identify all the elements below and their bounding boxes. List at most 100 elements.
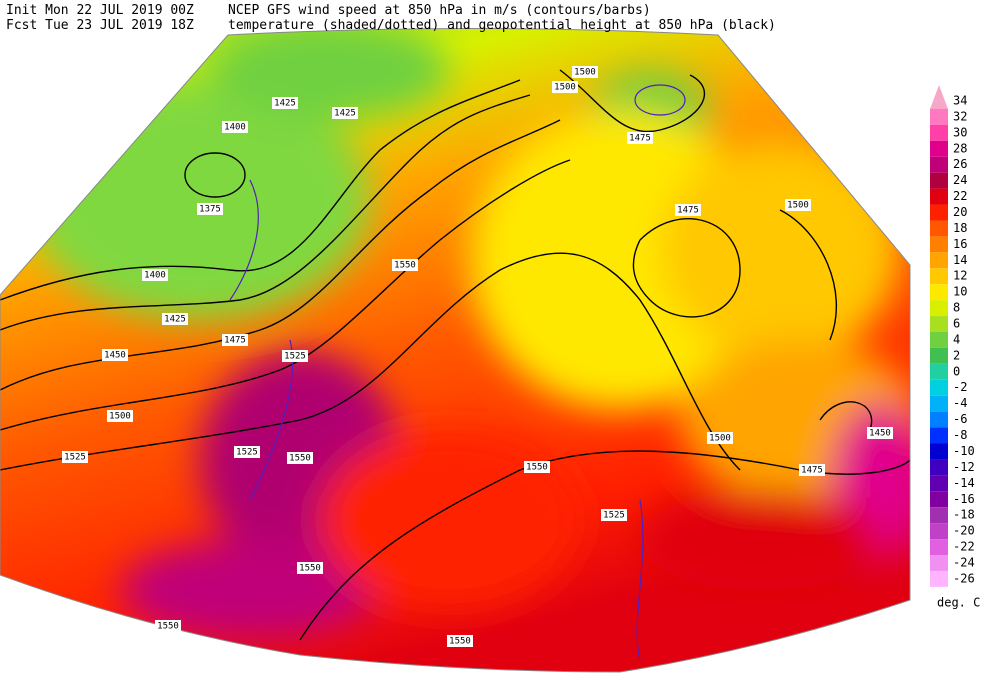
colorbar-box [930, 331, 948, 348]
map-border [0, 28, 911, 673]
contour-label: 1400 [224, 123, 246, 133]
colorbar-label: 8 [953, 301, 960, 315]
contour-label: 1500 [787, 201, 809, 211]
colorbar-box [930, 220, 948, 237]
contour-label-box [287, 452, 313, 464]
colorbar-box [930, 427, 948, 444]
contour-label: 1500 [574, 68, 596, 78]
contour-label-box [142, 269, 168, 281]
contour-label-box [197, 203, 223, 215]
contour-label: 1425 [334, 109, 356, 119]
colorbar-label: 14 [953, 253, 967, 267]
contour-label: 1475 [629, 134, 651, 144]
contour-label: 1475 [677, 206, 699, 216]
contour-label: 1375 [199, 205, 221, 215]
contour-label-box [447, 635, 473, 647]
colorbar-label: 30 [953, 125, 967, 139]
contour-label-box [297, 562, 323, 574]
contour-label-box [572, 66, 598, 78]
contour-label-box [332, 107, 358, 119]
colorbar-label: 28 [953, 141, 967, 155]
colorbar-label: -2 [953, 380, 967, 394]
colorbar-box [930, 363, 948, 380]
contour-label-box [627, 132, 653, 144]
colorbar-label: -10 [953, 444, 975, 458]
contour-label-box [155, 620, 181, 632]
contour-label-box [62, 451, 88, 463]
colorbar-box [930, 188, 948, 205]
colorbar-box [930, 555, 948, 571]
colorbar-box [930, 459, 948, 476]
colorbar-label: 24 [953, 173, 967, 187]
colorbar-label: -22 [953, 540, 975, 554]
colorbar-box [930, 316, 948, 332]
colorbar-label: -14 [953, 476, 975, 490]
contour-label-box [601, 509, 627, 521]
colorbar-box [930, 300, 948, 317]
colorbar-label: 20 [953, 205, 967, 219]
colorbar-box [930, 379, 948, 396]
contour-label: 1550 [449, 637, 471, 647]
colorbar-label: 16 [953, 237, 967, 251]
colorbar-box [930, 523, 948, 540]
contour-label-box [234, 446, 260, 458]
contour-label: 1450 [104, 351, 126, 361]
colorbar-label: 2 [953, 348, 960, 362]
colorbar-box [930, 140, 948, 157]
colorbar-box [930, 411, 948, 428]
map [0, 28, 910, 672]
contour-label: 1400 [144, 271, 166, 281]
contour-label-box [785, 199, 811, 211]
colorbar-unit: deg. C [937, 596, 980, 610]
colorbar-box [930, 507, 948, 524]
colorbar-label: 32 [953, 109, 967, 123]
contour-label-box [282, 350, 308, 362]
colorbar-box [930, 475, 948, 492]
colorbar-label: 0 [953, 364, 960, 378]
colorbar-box [930, 284, 948, 301]
contour-label-box [867, 427, 893, 439]
contour-label: 1500 [709, 434, 731, 444]
colorbar-box [930, 347, 948, 364]
contour-label-box [675, 204, 701, 216]
contour-label-box [799, 464, 825, 476]
contour-label: 1525 [603, 511, 625, 521]
colorbar-box [930, 156, 948, 173]
contour-label-box [524, 461, 550, 473]
colorbar-label: 34 [953, 94, 967, 108]
colorbar-label: -18 [953, 508, 975, 522]
colorbar-label: 6 [953, 317, 960, 331]
contour-label: 1550 [157, 622, 179, 632]
colorbar-box [930, 124, 948, 141]
contour-label-box [552, 81, 578, 93]
colorbar-box [930, 443, 948, 460]
contour-label: 1550 [526, 463, 548, 473]
contour-label-box [102, 349, 128, 361]
contour-label-box [222, 334, 248, 346]
contour-label-box [392, 259, 418, 271]
contour-label-box [222, 121, 248, 133]
height-contours [0, 69, 910, 641]
colorbar-label: -26 [953, 571, 975, 585]
colorbar-box [930, 252, 948, 269]
forecast-time: Fcst Tue 23 JUL 2019 18Z [6, 18, 194, 33]
contour-labels: 1425 1425 1400 1375 1400 1425 1450 1475 1500 1525… [62, 66, 893, 647]
contour-label: 1525 [64, 453, 86, 463]
colorbar-label: 12 [953, 269, 967, 283]
colorbar-label: 10 [953, 285, 967, 299]
contour-label: 1450 [869, 429, 891, 439]
colorbar: 3432302826242220181614121086420-2-4-6-8-… [930, 85, 975, 587]
contour-label: 1550 [289, 454, 311, 464]
colorbar-label: -16 [953, 492, 975, 506]
contour-label: 1425 [164, 315, 186, 325]
colorbar-box [930, 395, 948, 412]
colorbar-label: -24 [953, 555, 975, 569]
contour-label-box [162, 313, 188, 325]
colorbar-label: -4 [953, 396, 967, 410]
contour-label: 1525 [236, 448, 258, 458]
colorbar-label: -12 [953, 460, 975, 474]
colorbar-label: -6 [953, 412, 967, 426]
title-line: NCEP GFS wind speed at 850 hPa in m/s (c… [228, 3, 651, 18]
colorbar-arrow [930, 85, 948, 109]
